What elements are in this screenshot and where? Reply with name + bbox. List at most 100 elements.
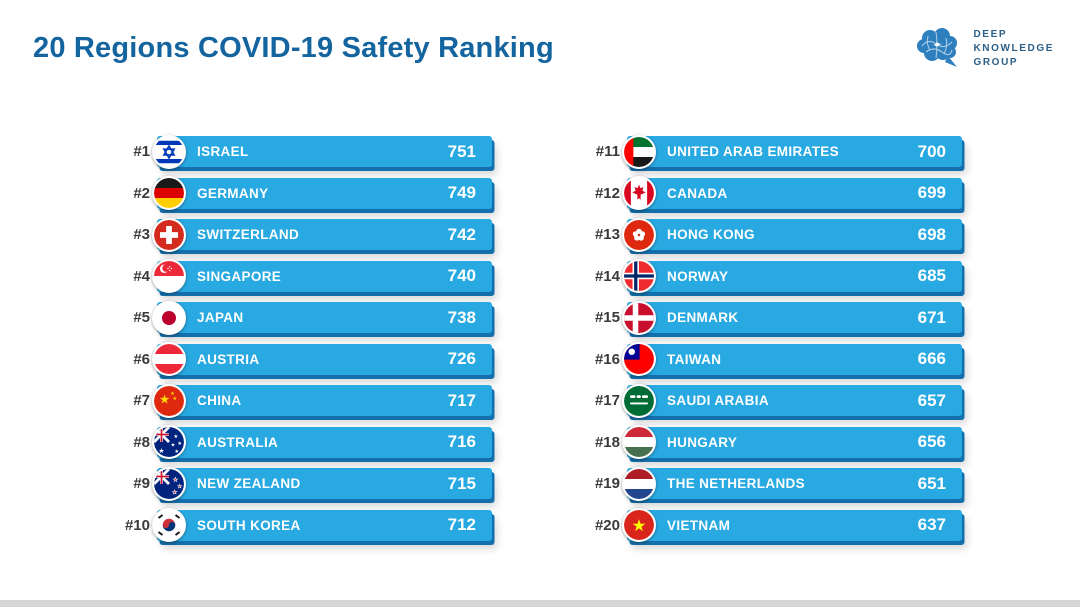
rank-label: #11: [595, 143, 620, 160]
svg-text:★: ★: [172, 489, 177, 496]
score-bar: JAPAN 738: [152, 300, 492, 335]
score-value: 699: [917, 183, 946, 202]
switzerland-flag-icon: [152, 217, 186, 252]
svg-text:★: ★: [174, 449, 179, 455]
netherlands-flag-icon: [622, 466, 656, 501]
region-label: NEW ZEALAND: [197, 476, 301, 491]
rank-label: #5: [133, 309, 150, 326]
ranking-row: #15 DENMARK 671: [574, 300, 962, 335]
score-bar: HONG KONG 698: [622, 217, 962, 252]
ranking-row: #6 AUSTRIA 726: [104, 342, 492, 376]
region-label: NORWAY: [667, 268, 729, 284]
rank-label: #20: [594, 516, 620, 534]
score-bar: UNITED ARAB EMIRATES 700: [622, 134, 962, 169]
score-value: 637: [917, 515, 946, 534]
score-value: 751: [447, 141, 476, 161]
norway-flag-icon: [622, 259, 656, 293]
score-bar: ★ ★ ★ NEW ZEALAND 715: [152, 466, 492, 501]
region-label: AUSTRIA: [197, 351, 260, 367]
region-label: CHINA: [197, 393, 242, 408]
canada-flag-icon: [622, 176, 656, 210]
austria-flag-icon: [152, 342, 186, 376]
rank-label: #18: [594, 433, 620, 451]
score-value: 715: [447, 473, 476, 493]
rank-label: #13: [594, 226, 620, 243]
score-value: 657: [917, 390, 946, 410]
region-label: HONG KONG: [667, 227, 755, 242]
ranking-row: #20 ★ VIETNAM 637: [574, 508, 962, 542]
score-bar: CANADA 699: [622, 176, 962, 210]
ranking-row: #7 ★ ★ ★ CHINA 717: [104, 383, 492, 418]
denmark-flag-icon: [622, 300, 656, 335]
header: 20 Regions COVID-19 Safety Ranking: [0, 0, 1080, 74]
score-value: 666: [917, 349, 946, 368]
score-bar: SINGAPORE 740: [152, 259, 492, 293]
germany-flag-icon: [152, 176, 186, 210]
ranking-row: #14 NORWAY 685: [574, 259, 962, 293]
score-value: 749: [447, 183, 476, 202]
region-label: UNITED ARAB EMIRATES: [667, 144, 839, 159]
region-label: JAPAN: [197, 310, 244, 325]
rank-label: #19: [594, 475, 620, 492]
rank-label: #2: [133, 184, 150, 202]
rank-label: #1: [133, 143, 150, 160]
score-value: 685: [917, 266, 946, 285]
brain-icon: [917, 28, 958, 67]
rank-label: #17: [594, 392, 620, 409]
logo-text: DEEP KNOWLEDGE GROUP: [973, 28, 1054, 70]
region-label: SINGAPORE: [197, 268, 282, 284]
score-value: 726: [447, 349, 476, 368]
svg-text:★: ★: [177, 441, 182, 447]
region-label: SWITZERLAND: [197, 227, 300, 242]
ranking-row: #8 ★ ★ ★ ★ ★ AUSTRALIA 716: [104, 425, 492, 459]
page-title: 20 Regions COVID-19 Safety Ranking: [33, 32, 554, 64]
score-value: 698: [917, 224, 946, 244]
japan-flag-icon: [152, 300, 186, 335]
bottom-border: [0, 600, 1080, 607]
ranking-row: #13 HONG KONG 698: [574, 217, 962, 252]
score-value: 716: [447, 432, 476, 451]
saudi-arabia-flag-icon: [622, 383, 656, 418]
score-bar: TAIWAN 666: [622, 342, 962, 376]
score-bar: GERMANY 749: [152, 176, 492, 210]
region-label: SAUDI ARABIA: [667, 393, 769, 408]
score-bar: DENMARK 671: [622, 300, 962, 335]
score-bar: ★ ★ ★ CHINA 717: [152, 383, 492, 418]
score-bar: SOUTH KOREA 712: [152, 508, 492, 542]
rank-label: #14: [594, 267, 620, 285]
ranking-row: #11 UNITED ARAB EMIRATES 700: [574, 134, 962, 169]
vietnam-flag-icon: ★: [622, 508, 656, 542]
ranking-row: #3 SWITZERLAND 742: [104, 217, 492, 252]
score-bar: ★ ★ ★ ★ ★ AUSTRALIA 716: [152, 425, 492, 459]
svg-text:★: ★: [159, 391, 170, 406]
ranking-row: #4 SINGAPORE 740: [104, 259, 492, 293]
score-bar: AUSTRIA 726: [152, 342, 492, 376]
region-label: SOUTH KOREA: [197, 517, 301, 533]
australia-flag-icon: ★ ★ ★ ★ ★: [152, 425, 186, 459]
rank-label: #12: [594, 184, 620, 202]
south-korea-flag-icon: [152, 508, 186, 542]
ranking-column-right: #11 UNITED ARAB EMIRATES 700 #12 CANADA 699 #1…: [574, 134, 962, 551]
ranking-row: #12 CANADA 699: [574, 176, 962, 210]
ranking-row: #19 THE NETHERLANDS 651: [574, 466, 962, 501]
ranking-row: #16 TAIWAN 666: [574, 342, 962, 376]
svg-text:★: ★: [158, 447, 164, 455]
hungary-flag-icon: [622, 425, 656, 459]
singapore-flag-icon: [152, 259, 186, 293]
region-label: CANADA: [667, 185, 728, 201]
score-value: 717: [447, 390, 476, 410]
score-bar: SAUDI ARABIA 657: [622, 383, 962, 418]
region-label: ISRAEL: [197, 144, 249, 159]
svg-text:★: ★: [174, 434, 179, 440]
rank-label: #3: [133, 226, 150, 243]
ranking-row: #2 GERMANY 749: [104, 176, 492, 210]
region-label: TAIWAN: [667, 351, 722, 367]
region-label: DENMARK: [667, 310, 739, 325]
ranking-row: #17 SAUDI ARABIA 657: [574, 383, 962, 418]
svg-text:★: ★: [632, 516, 647, 535]
logo-text-line: KNOWLEDGE: [973, 43, 1054, 54]
score-bar: ISRAEL 751: [152, 134, 492, 169]
score-bar: ★ VIETNAM 637: [622, 508, 962, 542]
score-bar: HUNGARY 656: [622, 425, 962, 459]
ranking-row: #9 ★ ★ ★ NEW ZEALAND 715: [104, 466, 492, 501]
